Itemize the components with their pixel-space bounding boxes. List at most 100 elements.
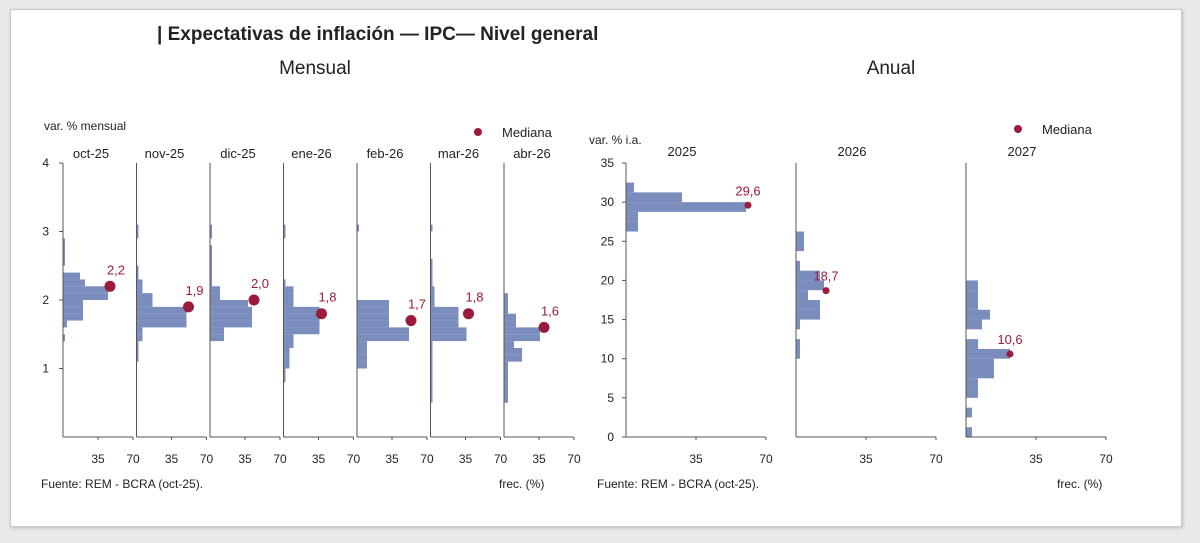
histogram-bar — [283, 354, 290, 362]
histogram-bar — [210, 272, 212, 280]
histogram-bar — [357, 313, 389, 321]
histogram-bar — [430, 300, 435, 307]
histogram-bar — [136, 300, 153, 307]
x-tick-label: 35 — [91, 452, 105, 466]
histogram-bar — [966, 388, 978, 398]
y-tick-label: 4 — [42, 156, 49, 170]
histogram-bar — [966, 368, 994, 379]
histogram-bar — [966, 407, 972, 418]
median-point — [183, 301, 194, 313]
histogram-bar — [430, 361, 433, 369]
histogram-bar — [136, 327, 143, 335]
histogram-bar — [430, 354, 433, 362]
histogram-bar — [357, 300, 389, 307]
histogram-bar — [796, 241, 804, 252]
histogram-bar — [210, 279, 212, 287]
histogram-bar — [504, 306, 508, 314]
x-tick-label: 35 — [165, 452, 179, 466]
histogram-bar — [136, 272, 139, 280]
histogram-bar — [136, 231, 139, 239]
histogram-bar — [430, 265, 433, 273]
median-label: 1,9 — [185, 283, 203, 298]
plots: 1 2 3 4 oct-25 35 70 2,2 nov-25 35 70 1,9 dic-25 35 70… — [42, 144, 1113, 466]
median-label: 29,6 — [735, 183, 760, 198]
median-point — [248, 294, 260, 306]
x-tick-label: 70 — [200, 452, 214, 466]
histogram-bar — [357, 320, 389, 328]
mensual-xlabel: frec. (%) — [499, 477, 544, 491]
histogram-bar — [136, 341, 139, 348]
histogram-bar — [136, 279, 143, 287]
y-tick-label: 1 — [42, 362, 49, 376]
histogram-bar — [283, 300, 294, 307]
histogram-bar — [430, 327, 467, 335]
y-tick-label: 35 — [601, 156, 615, 170]
panel-title-nov-25: nov-25 — [145, 146, 185, 161]
median-point — [405, 315, 417, 327]
histogram-bar — [210, 334, 224, 342]
histogram-bar — [430, 375, 433, 383]
histogram-bar — [136, 334, 143, 342]
histogram-bar — [63, 306, 83, 314]
panel-title-abr-26: abr-26 — [513, 146, 551, 161]
x-tick-label: 35 — [1029, 452, 1043, 466]
x-tick-label: 35 — [859, 452, 873, 466]
x-tick-label: 35 — [385, 452, 399, 466]
x-tick-label: 35 — [312, 452, 326, 466]
histogram-bar — [966, 348, 1010, 359]
histogram-bar — [210, 293, 220, 300]
histogram-bar — [430, 279, 433, 287]
histogram-bar — [63, 313, 83, 321]
histogram-bar — [796, 319, 800, 330]
x-tick-label: 70 — [1099, 452, 1113, 466]
y-tick-label: 25 — [601, 234, 615, 248]
mensual-ylabel: var. % mensual — [44, 119, 126, 133]
x-tick-label: 70 — [273, 452, 287, 466]
histogram-bar — [430, 341, 433, 348]
mensual-heading: Mensual — [279, 58, 351, 79]
mensual-legend-label: Mediana — [502, 125, 553, 140]
histogram-bar — [430, 272, 433, 280]
histogram-bar — [63, 252, 65, 259]
median-label: 1,8 — [318, 290, 336, 305]
histogram-bar — [210, 224, 212, 232]
histogram-bar — [357, 334, 409, 342]
x-tick-label: 35 — [532, 452, 546, 466]
histogram-bar — [504, 347, 522, 355]
histogram-bar — [283, 327, 320, 335]
histogram-bar — [504, 375, 508, 383]
histogram-bar — [283, 368, 286, 376]
histogram-bar — [210, 265, 212, 273]
histogram-bar — [504, 361, 508, 369]
y-tick-label: 3 — [42, 225, 49, 239]
histogram-bar — [136, 224, 139, 232]
histogram-bar — [357, 306, 389, 314]
y-tick-label: 10 — [601, 352, 615, 366]
panel-title-mar-26: mar-26 — [438, 146, 479, 161]
median-point — [463, 308, 474, 320]
panel-title-2027: 2027 — [1008, 144, 1037, 159]
histogram-bar — [283, 361, 290, 369]
histogram-bar — [283, 224, 286, 232]
histogram-bar — [210, 258, 212, 266]
histogram-bar — [283, 293, 294, 300]
median-point — [104, 280, 116, 292]
histogram-bar — [283, 320, 320, 328]
histogram-bar — [210, 245, 212, 253]
histogram-bar — [283, 341, 294, 348]
y-tick-label: 2 — [42, 293, 49, 307]
anual-legend-marker — [1014, 125, 1022, 133]
histogram-bar — [504, 395, 508, 403]
histogram-bar — [430, 389, 433, 396]
histogram-bar — [430, 313, 459, 321]
histogram-bar — [796, 309, 820, 320]
histogram-bar — [430, 286, 435, 294]
histogram-bar — [966, 280, 978, 291]
histogram-bar — [357, 341, 367, 348]
histogram-bar — [430, 382, 433, 390]
chart-figure: | Expectativas de inflación — IPC— Nivel… — [41, 24, 1113, 491]
histogram-bar — [966, 378, 978, 389]
y-tick-label: 5 — [607, 391, 614, 405]
median-label: 1,7 — [408, 297, 426, 312]
histogram-bar — [796, 348, 800, 359]
